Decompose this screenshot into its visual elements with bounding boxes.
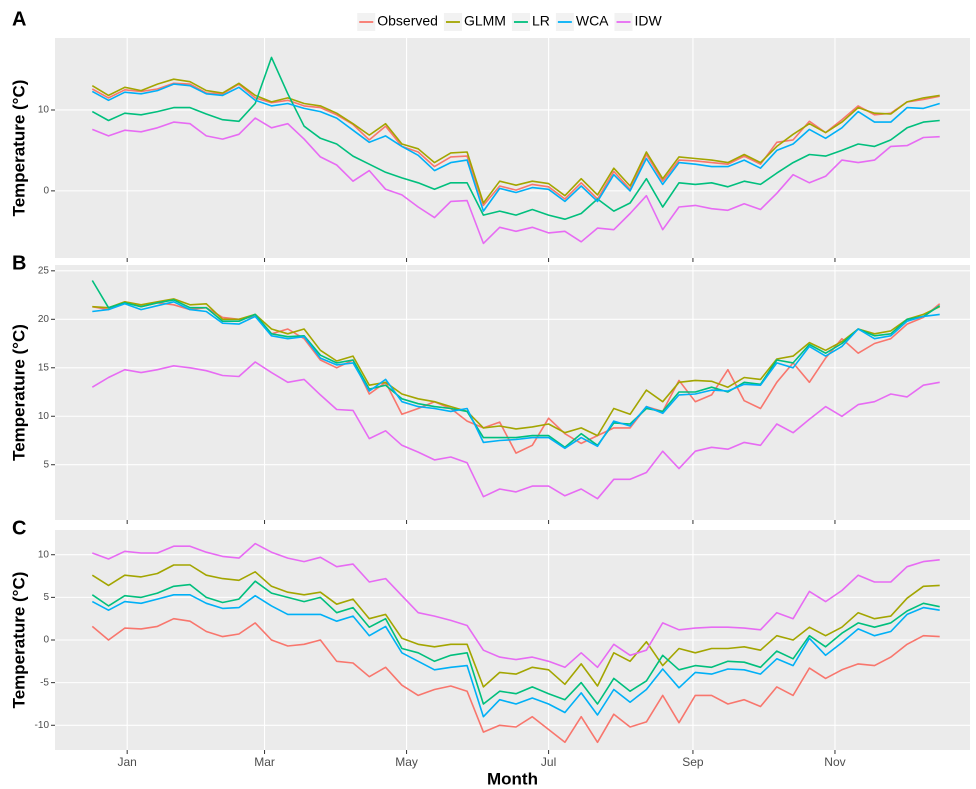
- series-line: [91, 361, 940, 500]
- series-line: [91, 78, 940, 204]
- y-axis-label: Temperature (°C): [9, 324, 28, 461]
- y-tick-label: 15: [38, 362, 50, 373]
- series-line: [91, 564, 940, 688]
- y-tick-label: 5: [43, 592, 49, 603]
- panel-label: B: [12, 252, 26, 274]
- x-tick-label: May: [395, 755, 418, 769]
- y-axis-label: Temperature (°C): [9, 80, 28, 217]
- y-tick-label: 25: [38, 265, 50, 276]
- panel-label: A: [12, 8, 26, 30]
- x-axis-label: Month: [487, 769, 538, 788]
- y-tick-label: 20: [38, 314, 50, 325]
- x-tick-label: Sep: [682, 755, 704, 769]
- panel-background: [55, 38, 970, 258]
- series-line: [91, 594, 940, 718]
- y-tick-label: 0: [43, 635, 49, 646]
- series-line: [92, 301, 940, 450]
- y-tick-label: 10: [38, 411, 50, 422]
- series-line: [91, 83, 940, 212]
- series-line: [92, 117, 940, 245]
- legend-label: LR: [532, 13, 550, 29]
- series-line: [91, 580, 940, 705]
- x-tick-label: Nov: [824, 755, 845, 769]
- series-line: [91, 56, 940, 220]
- x-tick-label: Jan: [117, 755, 136, 769]
- legend: Observed GLMM LR WCA IDW: [357, 13, 663, 31]
- panel-label: C: [12, 517, 26, 539]
- legend-label: GLMM: [464, 13, 506, 29]
- x-tick-label: Jul: [541, 755, 556, 769]
- y-tick-label: -5: [40, 677, 49, 688]
- legend-label: WCA: [576, 13, 609, 29]
- series-line: [92, 542, 940, 669]
- legend-label: Observed: [377, 13, 438, 29]
- series-line: [91, 617, 940, 744]
- y-tick-label: 10: [38, 549, 50, 560]
- series-line: [91, 280, 941, 449]
- y-tick-label: 0: [43, 186, 49, 197]
- y-axis-label: Temperature (°C): [9, 572, 28, 709]
- y-tick-label: 5: [43, 459, 49, 470]
- y-tick-label: 10: [38, 105, 50, 116]
- y-tick-label: -10: [35, 720, 50, 731]
- x-tick-label: Mar: [254, 755, 275, 769]
- series-line: [92, 298, 941, 437]
- panel-background: [55, 265, 970, 520]
- legend-label: IDW: [635, 13, 663, 29]
